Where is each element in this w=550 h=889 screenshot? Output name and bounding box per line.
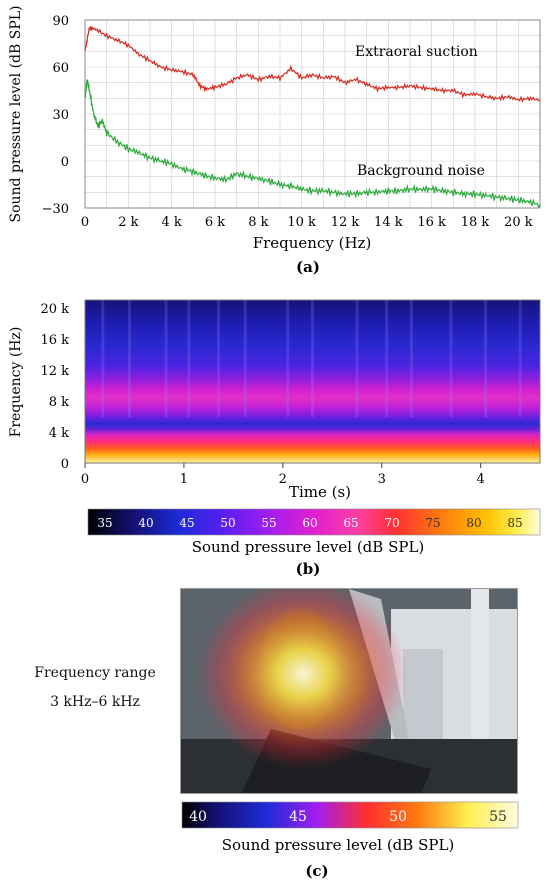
y-tick-label: 16 k xyxy=(40,333,69,348)
spectrogram-streak xyxy=(286,300,290,418)
colorbar-tick-label: 80 xyxy=(466,516,481,530)
x-tick-label: 1 xyxy=(180,472,188,487)
x-tick-label: 20 k xyxy=(504,215,533,230)
y-tick-label: 0 xyxy=(61,457,69,472)
y-tick-label: 60 xyxy=(52,61,69,76)
colorbar-tick-label: 75 xyxy=(425,516,440,530)
x-tick-label: 2 xyxy=(279,472,287,487)
spectrogram-streak xyxy=(311,300,314,418)
y-tick-label: 20 k xyxy=(40,302,69,317)
colorbar-c-label: Sound pressure level (dB SPL) xyxy=(222,836,455,854)
chart-a-x-ticks: 0 2 k 4 k 6 k 8 k 10 k 12 k 14 k 16 k 18 k 20 k xyxy=(81,215,533,230)
x-tick-label: 10 k xyxy=(287,215,316,230)
spectrogram-streaks xyxy=(101,300,522,418)
colorbar-tick-label: 45 xyxy=(179,516,194,530)
y-tick-label: 0 xyxy=(61,155,69,170)
colorbar-tick-label: 45 xyxy=(289,809,307,825)
colorbar-tick-label: 35 xyxy=(97,516,112,530)
chart-a-y-axis-label: Sound pressure level (dB SPL) xyxy=(8,5,24,222)
operating-room-scene xyxy=(181,589,517,793)
frequency-range-value: 3 kHz–6 kHz xyxy=(50,694,140,710)
panel-b-label: (b) xyxy=(296,560,321,578)
colorbar-tick-label: 50 xyxy=(220,516,235,530)
spectrogram-streak xyxy=(128,300,132,418)
panel-b-chart: 20 k 16 k 12 k 8 k 4 k 0 0 1 2 3 4 Time (s) Frequ… xyxy=(8,299,541,578)
series-line-extraoral-suction xyxy=(84,25,541,103)
colorbar-tick-label: 60 xyxy=(302,516,317,530)
colorbar-tick-label: 50 xyxy=(389,809,407,825)
x-tick-label: 4 xyxy=(477,472,485,487)
panel-a-label: (a) xyxy=(296,258,320,276)
colorbar-tick-label: 70 xyxy=(384,516,399,530)
x-tick-label: 16 k xyxy=(417,215,446,230)
x-tick-label: 3 xyxy=(378,472,386,487)
colorbar-b-ticks: 35 40 45 50 55 60 65 70 75 80 85 xyxy=(97,516,522,530)
x-tick-label: 14 k xyxy=(374,215,403,230)
chart-a-plot-area xyxy=(84,19,541,209)
spectrogram-streak xyxy=(518,300,522,418)
x-tick-label: 12 k xyxy=(331,215,360,230)
spectrogram-streak xyxy=(484,300,488,418)
y-tick-label: 8 k xyxy=(49,395,69,410)
spectrogram-streak xyxy=(164,300,168,418)
x-tick-label: 8 k xyxy=(248,215,268,230)
chart-b-x-axis-label: Time (s) xyxy=(289,483,351,501)
frequency-range-title: Frequency range xyxy=(34,665,156,681)
spectrogram-streak xyxy=(385,300,389,418)
x-tick-label: 6 k xyxy=(205,215,225,230)
acoustic-camera-image xyxy=(180,588,518,794)
chart-b-y-ticks: 20 k 16 k 12 k 8 k 4 k 0 xyxy=(40,302,69,472)
series-label-extraoral-suction: Extraoral suction xyxy=(355,44,478,60)
scene-cabinet-door xyxy=(403,649,443,739)
y-tick-label: −30 xyxy=(42,202,69,217)
spectrogram-streak xyxy=(217,300,221,418)
spectrogram-streak xyxy=(449,300,453,418)
colorbar-c xyxy=(181,801,519,829)
colorbar-b-label: Sound pressure level (dB SPL) xyxy=(192,538,425,556)
spectrogram-streak xyxy=(243,300,247,418)
sound-heat-spot xyxy=(198,589,408,769)
chart-a-y-ticks: 90 60 30 0 −30 xyxy=(42,14,69,217)
spectrogram-streak xyxy=(101,300,105,418)
y-tick-label: 12 k xyxy=(40,364,69,379)
chart-b-y-axis-label: Frequency (Hz) xyxy=(8,327,24,438)
colorbar-tick-label: 55 xyxy=(489,809,507,825)
y-tick-label: 30 xyxy=(52,108,69,123)
series-line-background-noise xyxy=(84,79,541,209)
x-tick-label: 0 xyxy=(81,472,89,487)
x-tick-label: 4 k xyxy=(162,215,182,230)
colorbar-tick-label: 40 xyxy=(189,809,207,825)
x-tick-label: 2 k xyxy=(118,215,138,230)
panel-c-colorbar: 40 45 50 55 Sound pressure level (dB SPL) (… xyxy=(181,801,519,880)
chart-a-x-axis-label: Frequency (Hz) xyxy=(253,234,372,252)
panel-c-label: (c) xyxy=(305,862,328,880)
x-tick-label: 0 xyxy=(81,215,89,230)
series-label-background-noise: Background noise xyxy=(357,163,485,179)
spectrogram-streak xyxy=(187,300,191,418)
x-tick-label: 18 k xyxy=(461,215,490,230)
spectrogram-streak xyxy=(409,300,413,418)
colorbar-b xyxy=(87,508,541,536)
colorbar-tick-label: 65 xyxy=(343,516,358,530)
chart-b-x-ticks: 0 1 2 3 4 xyxy=(81,463,485,487)
colorbar-c-ticks: 40 45 50 55 xyxy=(189,809,507,825)
colorbar-tick-label: 85 xyxy=(507,516,522,530)
spectrogram-streak xyxy=(355,300,359,418)
colorbar-tick-label: 55 xyxy=(261,516,276,530)
y-tick-label: 90 xyxy=(52,14,69,29)
spectrogram-frame xyxy=(84,299,541,464)
spectrogram-image xyxy=(85,300,540,463)
panel-a-chart: 0 2 k 4 k 6 k 8 k 10 k 12 k 14 k 16 k 18 k 20 k 90… xyxy=(8,5,541,276)
colorbar-tick-label: 40 xyxy=(138,516,153,530)
y-tick-label: 4 k xyxy=(49,426,69,441)
